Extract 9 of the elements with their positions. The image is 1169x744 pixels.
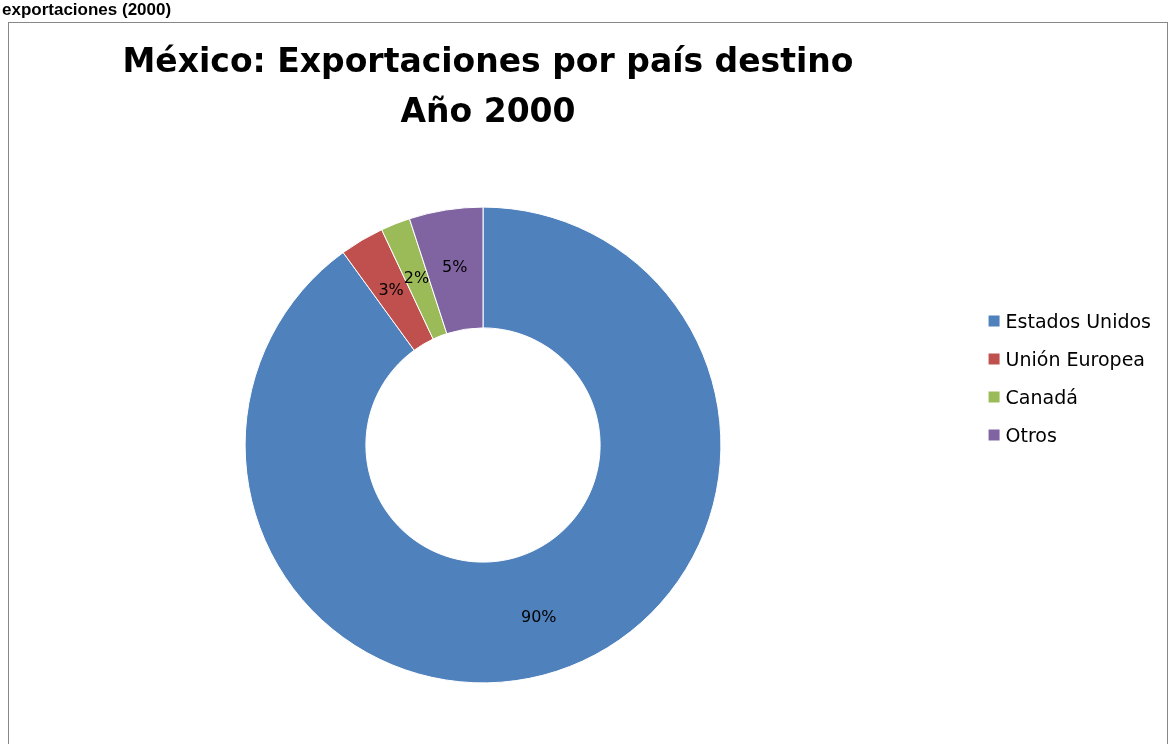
text: exportaciones (2000)	[2, 0, 172, 20]
legend-label: Unión Europea	[1005, 348, 1145, 370]
legend-label: Estados Unidos	[1005, 310, 1152, 332]
legend-label: Otros	[1005, 424, 1057, 446]
chart-title: México: Exportaciones por país destino Año 2000	[122, 40, 854, 130]
data-label: 90%	[521, 607, 557, 627]
legend-label: Canadá	[1005, 386, 1078, 408]
data-label: 3%	[378, 280, 404, 300]
data-label: 5%	[442, 257, 468, 277]
